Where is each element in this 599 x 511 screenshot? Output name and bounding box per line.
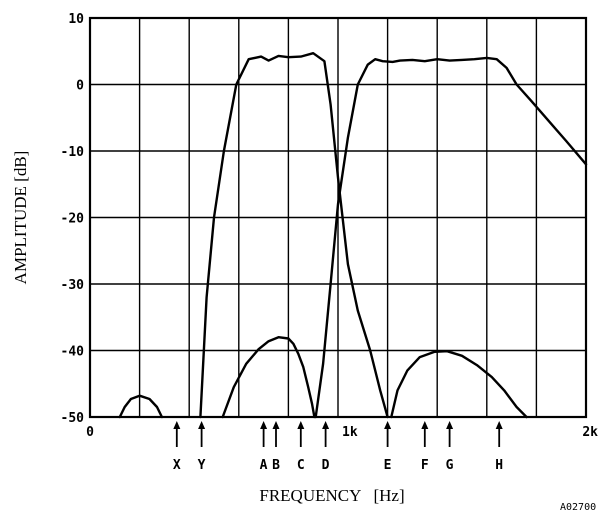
x-tick-label: 1k xyxy=(342,425,358,440)
marker-label: B xyxy=(272,458,280,473)
y-tick-label: 0 xyxy=(76,79,84,94)
x-tick-labels: 0 1k 2k xyxy=(86,425,598,440)
y-tick-label: 10 xyxy=(68,12,84,27)
series-line-1 xyxy=(118,394,164,419)
y-tick-label: -30 xyxy=(61,278,85,293)
x-tick-label: 2k xyxy=(582,425,598,440)
series-line-5 xyxy=(390,350,528,419)
marker-arrowhead xyxy=(384,421,392,429)
y-tick-label: -20 xyxy=(61,212,85,227)
marker-arrowhead xyxy=(173,421,181,429)
series-line-4 xyxy=(221,336,316,419)
marker-label: X xyxy=(173,458,181,473)
grid xyxy=(90,18,586,417)
marker-arrowhead xyxy=(495,421,503,429)
marker-label: C xyxy=(297,458,305,473)
marker-label: D xyxy=(322,458,330,473)
y-tick-labels: 10 0 -10 -20 -30 -40 -50 xyxy=(61,12,85,426)
marker-arrowhead xyxy=(198,421,206,429)
marker-label: A xyxy=(260,458,268,473)
y-tick-label: -50 xyxy=(61,411,85,426)
x-tick-label: 0 xyxy=(86,425,94,440)
marker-arrowhead xyxy=(322,421,330,429)
plot-frame xyxy=(88,16,588,419)
y-axis-title: AMPLITUDE [dB] xyxy=(11,151,30,285)
series-curves xyxy=(118,52,588,419)
marker-label: H xyxy=(495,458,503,473)
series-line-2 xyxy=(199,52,389,419)
marker-arrowhead xyxy=(297,421,305,429)
marker-label: G xyxy=(446,458,454,473)
marker-label: Y xyxy=(198,458,206,473)
marker-arrowhead xyxy=(260,421,268,429)
series-line-3 xyxy=(314,56,588,419)
y-tick-label: -40 xyxy=(61,345,85,360)
figure-code: A02700 xyxy=(560,502,596,511)
marker-label: E xyxy=(384,458,392,473)
marker-arrowhead xyxy=(446,421,454,429)
marker-arrowhead xyxy=(421,421,429,429)
marker-label: F xyxy=(421,458,429,473)
x-axis-title: FREQUENCY [Hz] xyxy=(259,486,404,505)
marker-arrowhead xyxy=(272,421,280,429)
y-tick-label: -10 xyxy=(61,145,85,160)
